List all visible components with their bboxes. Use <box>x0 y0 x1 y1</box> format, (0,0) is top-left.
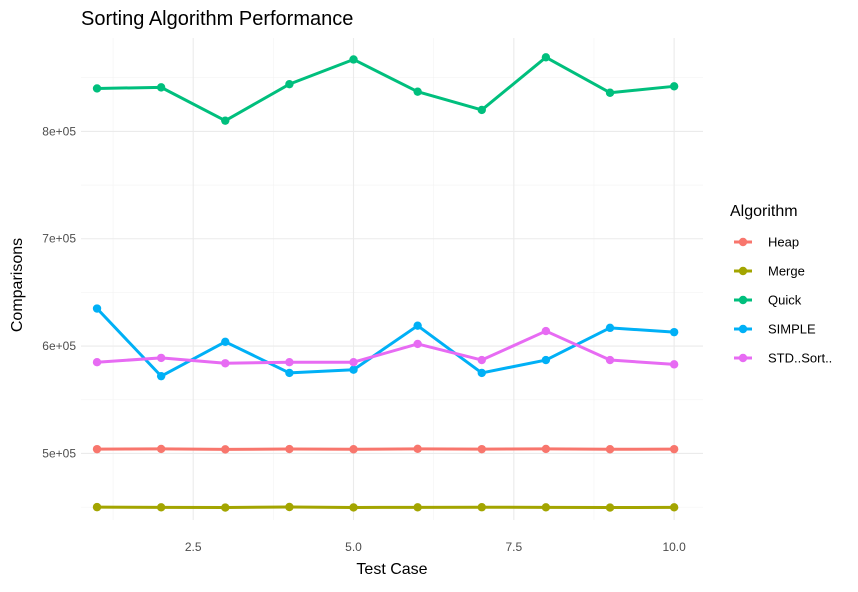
data-point <box>413 339 422 349</box>
series-line <box>97 505 675 510</box>
series-merge <box>92 502 679 512</box>
data-point <box>669 360 679 369</box>
data-point <box>349 445 358 454</box>
x-axis-title: Test Case <box>356 561 427 578</box>
data-point <box>541 503 551 512</box>
x-tick-label: 5.0 <box>345 540 362 554</box>
x-axis-ticks: 2.5 5.0 7.5 10.0 <box>185 540 686 554</box>
data-point <box>285 357 294 367</box>
legend-item: Heap <box>734 235 799 250</box>
y-axis-ticks: 5e+05 6e+05 7e+05 8e+05 <box>42 124 76 460</box>
data-point <box>92 502 102 512</box>
legend-label: Merge <box>768 264 805 279</box>
legend-item: STD..Sort.. <box>734 351 832 366</box>
data-point <box>605 355 615 365</box>
data-point <box>477 503 486 512</box>
series-line <box>97 447 675 451</box>
data-point <box>605 445 615 454</box>
data-point <box>413 444 422 454</box>
legend-key-point <box>738 353 748 363</box>
legend-item: Quick <box>734 293 802 308</box>
data-point <box>349 357 358 367</box>
data-point <box>477 105 486 115</box>
data-point <box>669 444 679 454</box>
data-point <box>413 503 422 512</box>
data-point <box>285 79 294 89</box>
data-point <box>349 55 358 64</box>
series-layer <box>92 53 679 512</box>
data-point <box>541 53 551 62</box>
data-point <box>349 503 358 512</box>
data-point <box>156 503 166 512</box>
series-line <box>95 307 675 378</box>
data-point <box>92 84 102 93</box>
data-point <box>605 503 615 512</box>
data-point <box>285 368 294 378</box>
data-point <box>477 355 486 365</box>
y-axis-title: Comparisons <box>9 238 26 332</box>
data-point <box>669 327 679 337</box>
legend-label: Heap <box>768 235 799 250</box>
data-point <box>221 445 230 454</box>
y-tick-label: 5e+05 <box>42 446 76 460</box>
data-point <box>541 444 551 454</box>
data-point <box>156 444 166 454</box>
data-point <box>221 337 230 346</box>
legend: Algorithm Heap Merge Quick SIMPLE STD..Sort.… <box>730 203 832 366</box>
data-point <box>605 88 615 97</box>
data-point <box>541 355 551 365</box>
data-point <box>221 359 230 368</box>
legend-key-point <box>738 266 748 276</box>
data-point <box>413 321 422 330</box>
legend-item: Merge <box>734 264 805 279</box>
data-point <box>413 87 422 96</box>
chart-title: Sorting Algorithm Performance <box>81 8 353 30</box>
legend-title: Algorithm <box>730 203 798 220</box>
data-point <box>541 326 551 336</box>
data-point <box>156 371 166 381</box>
data-point <box>669 82 679 91</box>
data-point <box>477 444 486 454</box>
x-tick-label: 10.0 <box>662 540 686 554</box>
data-point <box>285 502 294 512</box>
series-line <box>96 329 675 366</box>
legend-label: SIMPLE <box>768 322 816 337</box>
data-point <box>221 503 230 512</box>
grid <box>81 38 703 520</box>
data-point <box>221 116 230 125</box>
data-point <box>92 304 102 313</box>
data-point <box>92 357 102 367</box>
legend-label: Quick <box>768 293 802 308</box>
data-point <box>156 83 166 92</box>
series-quick <box>92 53 679 125</box>
data-point <box>285 444 294 454</box>
legend-key-point <box>738 324 748 334</box>
data-point <box>156 353 166 363</box>
y-tick-label: 7e+05 <box>42 232 76 246</box>
series-std-sort <box>92 326 679 369</box>
series-line <box>97 55 675 123</box>
y-tick-label: 6e+05 <box>42 339 76 353</box>
legend-key-point <box>738 295 748 305</box>
series-heap <box>92 444 679 454</box>
data-point <box>349 365 358 374</box>
x-tick-label: 2.5 <box>185 540 202 554</box>
x-tick-label: 7.5 <box>505 540 522 554</box>
legend-key-point <box>738 237 748 247</box>
data-point <box>669 503 679 512</box>
data-point <box>605 323 615 333</box>
data-point <box>477 368 486 378</box>
legend-label: STD..Sort.. <box>768 351 832 366</box>
series-simple <box>92 304 679 381</box>
y-tick-label: 8e+05 <box>42 124 76 138</box>
legend-item: SIMPLE <box>734 322 816 337</box>
data-point <box>92 444 102 454</box>
